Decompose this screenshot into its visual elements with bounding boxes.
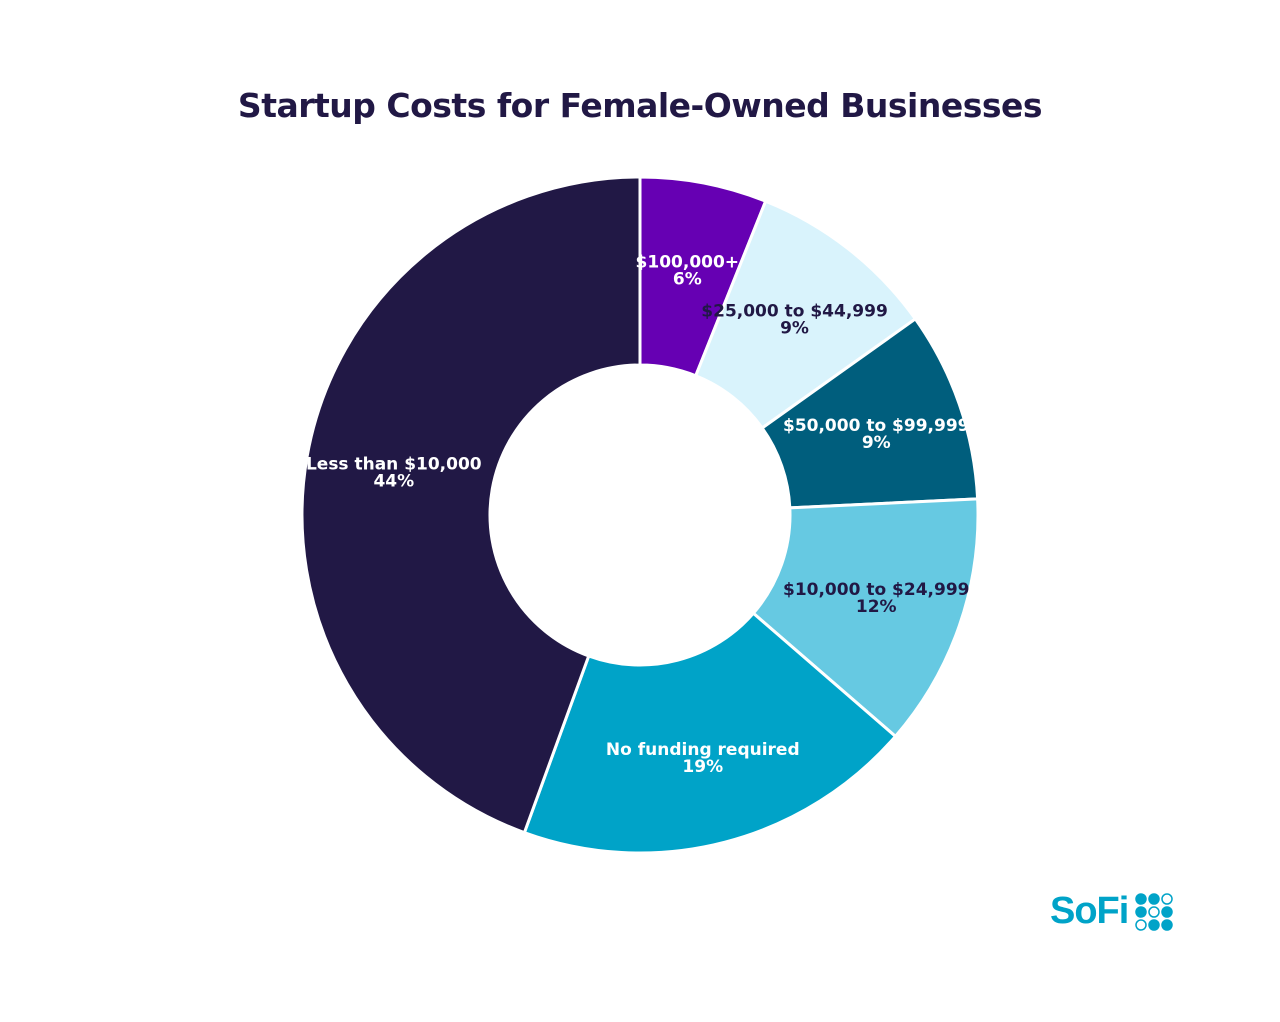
slice-4 — [522, 611, 897, 855]
slice-label-1: $25,000 to $44,999 — [701, 301, 888, 321]
slice-value-label-3: 12% — [856, 597, 897, 617]
logo-text: SoFi — [1050, 890, 1129, 932]
slice-value-label-1: 9% — [780, 318, 809, 338]
slice-label-5: Less than $10,000 — [306, 455, 482, 475]
slice-label-0: $100,000+ — [636, 253, 740, 273]
slice-value-label-2: 9% — [862, 433, 891, 453]
slice-label-3: $10,000 to $24,999 — [783, 580, 970, 600]
chart-title: Startup Costs for Female-Owned Businesse… — [237, 86, 1043, 125]
slice-5 — [300, 175, 642, 835]
slice-label-2: $50,000 to $99,999 — [783, 416, 970, 436]
slice-value-label-0: 6% — [673, 270, 702, 290]
slice-3 — [751, 497, 980, 738]
slice-label-4: No funding required — [606, 740, 800, 760]
sofi-dots-icon — [1135, 892, 1174, 931]
slice-value-label-4: 19% — [682, 757, 723, 777]
slice-value-label-5: 44% — [373, 472, 414, 492]
sofi-logo: SoFi — [1050, 890, 1174, 933]
